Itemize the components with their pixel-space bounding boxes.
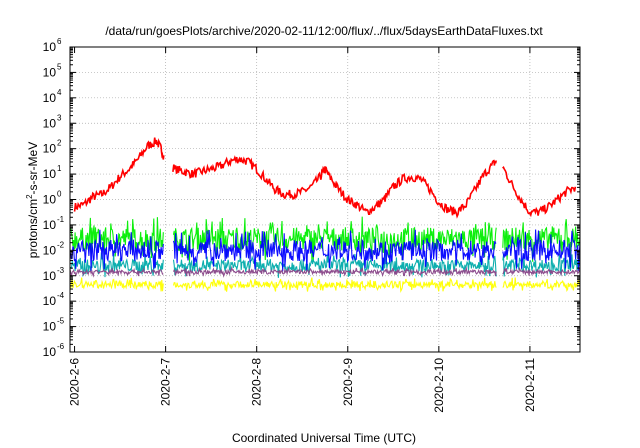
x-axis-ticks: 2020-2-6 2020-2-7 2020-2-8 2020-2-9 2020-2-1… bbox=[68, 47, 537, 413]
y-tick-label: 10 bbox=[43, 193, 57, 207]
series-line bbox=[172, 229, 497, 272]
y-tick-label: 10 bbox=[43, 65, 57, 79]
y-axis-ticks: 10 -610 -510 -410 -310 -210 -110 010 110 210 310 41… bbox=[43, 37, 580, 359]
series-line bbox=[502, 229, 581, 271]
series-line bbox=[172, 266, 497, 278]
x-tick-label: 2020-2-6 bbox=[68, 358, 82, 406]
series-line bbox=[172, 277, 497, 294]
x-tick-label: 2020-2-10 bbox=[432, 358, 446, 413]
series-line bbox=[502, 266, 581, 277]
y-tick-exponent: 4 bbox=[57, 88, 62, 97]
series-line bbox=[502, 165, 577, 218]
x-axis-label: Coordinated Universal Time (UTC) bbox=[232, 431, 416, 445]
y-tick-exponent: -4 bbox=[57, 291, 65, 300]
y-axis-label: protons/cm2-s-sr-MeV bbox=[25, 142, 40, 258]
x-tick-label: 2020-2-9 bbox=[341, 358, 355, 406]
y-tick-exponent: -1 bbox=[57, 215, 65, 224]
x-tick-label: 2020-2-7 bbox=[159, 358, 173, 406]
series-line bbox=[69, 267, 164, 278]
y-tick-label: 10 bbox=[43, 167, 57, 181]
y-tick-exponent: -5 bbox=[57, 317, 65, 326]
y-tick-label: 10 bbox=[43, 40, 57, 54]
y-tick-exponent: 3 bbox=[57, 113, 62, 122]
x-tick-label: 2020-2-11 bbox=[523, 358, 537, 412]
x-tick-label: 2020-2-8 bbox=[250, 358, 264, 406]
y-tick-exponent: 6 bbox=[57, 37, 62, 46]
series-line bbox=[172, 253, 497, 278]
y-tick-exponent: -6 bbox=[57, 342, 65, 351]
data-series bbox=[69, 137, 581, 294]
y-tick-exponent: -2 bbox=[57, 240, 65, 249]
y-tick-label: 10 bbox=[43, 116, 57, 130]
y-tick-exponent: 0 bbox=[57, 190, 62, 199]
y-tick-exponent: 2 bbox=[57, 139, 62, 148]
series-line bbox=[172, 155, 497, 219]
y-tick-label: 10 bbox=[43, 320, 57, 334]
grid-lines bbox=[70, 47, 580, 352]
series-line bbox=[502, 277, 581, 292]
series-line bbox=[73, 137, 165, 212]
series-line bbox=[69, 229, 164, 271]
y-tick-label: 10 bbox=[43, 142, 57, 156]
y-tick-label: 10 bbox=[43, 218, 57, 232]
y-tick-label: 10 bbox=[43, 243, 57, 257]
y-tick-exponent: 1 bbox=[57, 164, 62, 173]
y-tick-label: 10 bbox=[43, 269, 57, 283]
y-tick-label: 10 bbox=[43, 91, 57, 105]
chart-title: /data/run/goesPlots/archive/2020-02-11/1… bbox=[105, 24, 543, 38]
y-tick-exponent: -3 bbox=[57, 266, 65, 275]
y-tick-label: 10 bbox=[43, 294, 57, 308]
series-line bbox=[502, 253, 581, 278]
y-tick-label: 10 bbox=[43, 345, 57, 359]
series-line bbox=[69, 277, 164, 292]
y-tick-exponent: 5 bbox=[57, 62, 62, 71]
